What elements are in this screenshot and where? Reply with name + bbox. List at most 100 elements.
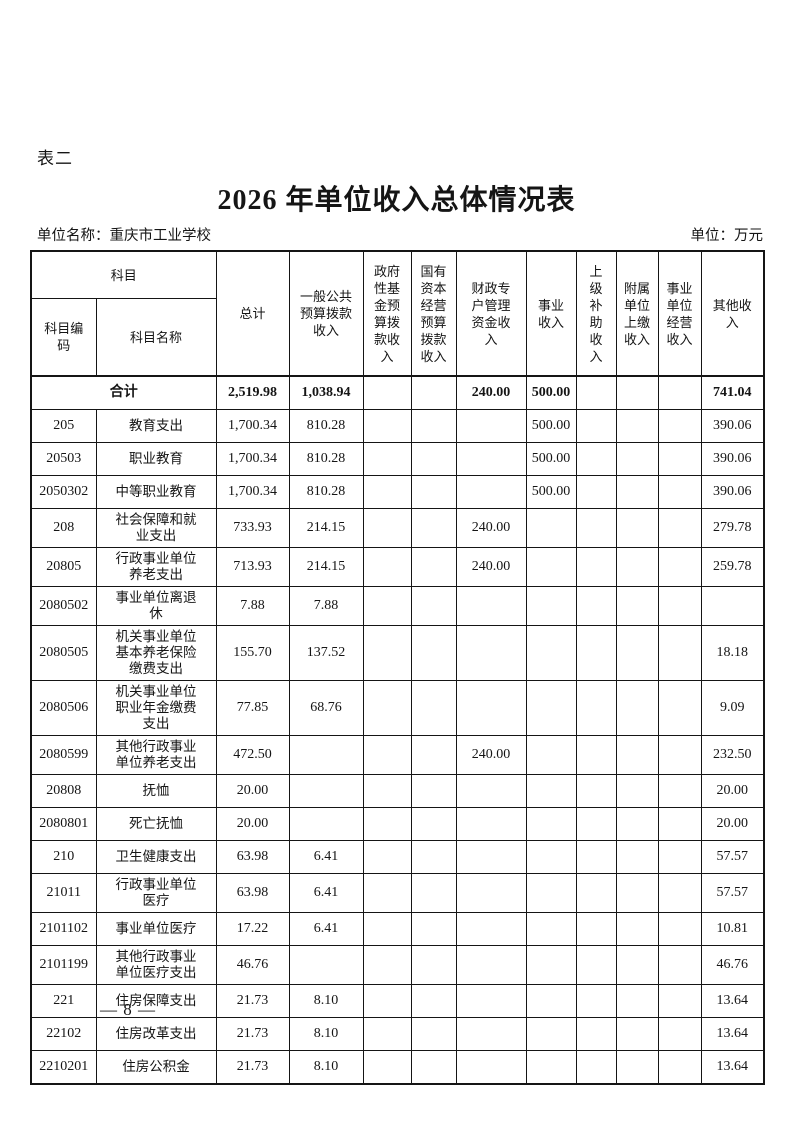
amount-cell — [657, 680, 702, 736]
amount-cell — [525, 873, 577, 913]
column-header-business-income: 事业 收入 — [525, 250, 577, 377]
table-row: 221 住房保障支出 21.73 8.10 13.64 — [30, 984, 765, 1018]
column-header-gov-fund-budget: 政府 性基 金预 算拨 款收 入 — [362, 250, 412, 377]
table-row: 20503 职业教育 1,700.34 810.28 500.00 390.06 — [30, 442, 765, 476]
subject-code-cell: 20805 — [30, 547, 97, 587]
subject-name-cell: 教育支出 — [95, 409, 217, 443]
table-row: 2080502 事业单位离退休 7.88 7.88 — [30, 586, 765, 626]
amount-cell — [615, 1017, 659, 1051]
amount-cell: 57.57 — [700, 840, 765, 874]
amount-cell: 46.76 — [215, 945, 290, 985]
amount-cell — [575, 912, 617, 946]
amount-cell — [455, 912, 527, 946]
amount-cell — [615, 1050, 659, 1085]
subject-code-cell: 2050302 — [30, 475, 97, 509]
amount-cell — [575, 873, 617, 913]
amount-cell — [288, 735, 364, 775]
amount-cell — [288, 774, 364, 808]
amount-cell — [362, 680, 412, 736]
amount-cell — [362, 945, 412, 985]
amount-cell — [657, 912, 702, 946]
amount-cell — [657, 475, 702, 509]
amount-cell — [455, 1017, 527, 1051]
amount-cell — [410, 912, 457, 946]
amount-cell — [410, 475, 457, 509]
amount-cell: 390.06 — [700, 409, 765, 443]
amount-cell — [362, 586, 412, 626]
table-row: 2101199 其他行政事业单位医疗支出 46.76 46.76 — [30, 945, 765, 985]
table-row: 2080505 机关事业单位基本养老保险缴费支出 155.70 137.52 18.18 — [30, 625, 765, 681]
subject-code-cell: 221 — [30, 984, 97, 1018]
amount-cell — [410, 442, 457, 476]
amount-cell — [575, 945, 617, 985]
amount-cell — [410, 680, 457, 736]
amount-cell — [455, 774, 527, 808]
amount-cell — [657, 774, 702, 808]
amount-cell: 57.57 — [700, 873, 765, 913]
amount-cell — [362, 375, 412, 410]
table-row: 2210201 住房公积金 21.73 8.10 13.64 — [30, 1050, 765, 1085]
amount-cell — [525, 1017, 577, 1051]
amount-cell — [362, 409, 412, 443]
amount-cell — [657, 840, 702, 874]
amount-cell — [525, 774, 577, 808]
table-row: 2050302 中等职业教育 1,700.34 810.28 500.00 390.06 — [30, 475, 765, 509]
table-row: 22102 住房改革支出 21.73 8.10 13.64 — [30, 1017, 765, 1051]
column-header-fiscal-special-account: 财政专 户管理 资金收 入 — [455, 250, 527, 377]
amount-cell: 9.09 — [700, 680, 765, 736]
amount-cell: 500.00 — [525, 375, 577, 410]
amount-cell: 7.88 — [215, 586, 290, 626]
amount-cell — [362, 1017, 412, 1051]
amount-cell — [455, 873, 527, 913]
amount-cell — [455, 625, 527, 681]
subject-code-cell: 22102 — [30, 1017, 97, 1051]
amount-cell: 240.00 — [455, 547, 527, 587]
subject-name-cell: 行政事业单位医疗 — [95, 873, 217, 913]
amount-cell — [455, 945, 527, 985]
amount-cell — [525, 547, 577, 587]
amount-cell — [410, 1050, 457, 1085]
amount-cell: 500.00 — [525, 475, 577, 509]
amount-cell: 21.73 — [215, 1050, 290, 1085]
amount-cell — [575, 984, 617, 1018]
header-row-1: 科目 总计 一般公共 预算拨款 收入 政府 性基 金预 算拨 款收 入 国有 资… — [30, 250, 765, 377]
amount-cell — [575, 1050, 617, 1085]
amount-cell — [615, 873, 659, 913]
amount-cell — [455, 1050, 527, 1085]
table-body: 合计 2,519.98 1,038.94 240.00 500.00 741.0… — [30, 375, 765, 1085]
amount-cell: 18.18 — [700, 625, 765, 681]
amount-cell — [455, 807, 527, 841]
amount-cell — [615, 475, 659, 509]
amount-cell: 259.78 — [700, 547, 765, 587]
amount-cell — [362, 547, 412, 587]
header-row-2: 科目编 码 科目名称 — [30, 298, 764, 377]
table-row: 2101102 事业单位医疗 17.22 6.41 10.81 — [30, 912, 765, 946]
column-header-operating-income: 事业 单位 经营 收入 — [657, 250, 702, 377]
amount-cell — [410, 807, 457, 841]
amount-cell — [410, 375, 457, 410]
table-row: 205 教育支出 1,700.34 810.28 500.00 390.06 — [30, 409, 765, 443]
total-row: 合计 2,519.98 1,038.94 240.00 500.00 741.0… — [30, 375, 765, 410]
amount-cell — [575, 680, 617, 736]
amount-cell — [288, 807, 364, 841]
amount-cell — [615, 945, 659, 985]
column-header-superior-subsidy: 上 级 补 助 收 入 — [575, 250, 617, 377]
subject-code-cell: 2101199 — [30, 945, 97, 985]
column-header-other-income: 其他收 入 — [700, 250, 765, 377]
amount-cell — [410, 508, 457, 548]
amount-cell — [362, 1050, 412, 1085]
page-number: — 8 — — [100, 1000, 156, 1019]
table-row: 21011 行政事业单位医疗 63.98 6.41 57.57 — [30, 873, 765, 913]
amount-cell: 733.93 — [215, 508, 290, 548]
amount-cell: 6.41 — [288, 873, 364, 913]
amount-cell — [575, 375, 617, 410]
amount-cell — [657, 735, 702, 775]
amount-cell — [657, 1050, 702, 1085]
subject-name-cell: 住房保障支出 — [95, 984, 217, 1018]
amount-cell — [410, 774, 457, 808]
amount-cell — [288, 945, 364, 985]
amount-cell — [657, 409, 702, 443]
table-row: 20805 行政事业单位养老支出 713.93 214.15 240.00 259.78 — [30, 547, 765, 587]
amount-cell: 77.85 — [215, 680, 290, 736]
amount-cell — [525, 625, 577, 681]
